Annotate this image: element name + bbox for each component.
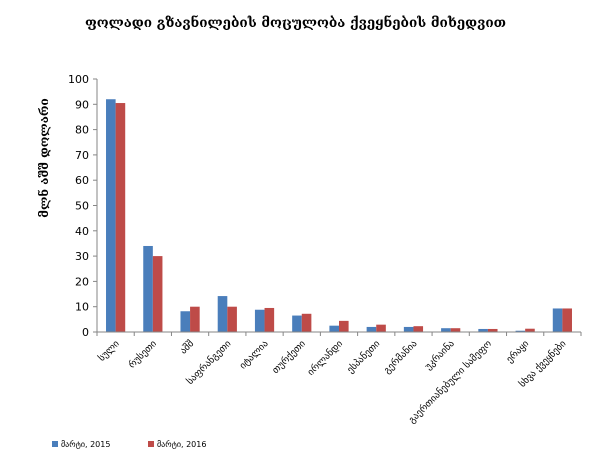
x-category-label: აშშ — [178, 338, 196, 356]
bar — [217, 296, 228, 332]
bar — [376, 324, 386, 332]
y-tick-label: 20 — [75, 275, 89, 288]
x-category-label: თურქეთი — [270, 338, 308, 376]
y-tick-label: 40 — [75, 225, 89, 238]
chart-title: ფოლადი გზავნილების მოცულობა ქვეყნების მი… — [85, 14, 506, 31]
bar — [525, 328, 535, 332]
bar — [450, 328, 461, 332]
y-axis-label: მლნ აშშ დოლარი — [36, 98, 51, 217]
bar — [292, 315, 302, 332]
y-tick-label: 0 — [82, 326, 89, 339]
bar — [515, 330, 526, 332]
legend-label: მარტი, 2016 — [157, 439, 206, 449]
x-axis-tick-marks — [96, 332, 582, 336]
legend-swatch — [148, 441, 154, 447]
x-category-label: გერმანია — [382, 338, 420, 376]
y-tick-label: 90 — [75, 98, 89, 111]
bar — [190, 306, 200, 332]
x-category-label: რუსეთი — [127, 338, 159, 370]
bar — [441, 328, 451, 332]
legend: მარტი, 2015 მარტი, 2016 — [52, 439, 206, 449]
bar — [487, 328, 498, 332]
bar — [143, 245, 153, 332]
bar — [552, 308, 563, 332]
x-category-label: ესპანეთი — [345, 338, 382, 375]
y-tick-label: 80 — [75, 124, 89, 137]
bar — [106, 99, 116, 333]
bar — [478, 328, 488, 332]
legend-swatch — [52, 441, 58, 447]
bar — [264, 307, 275, 332]
bar — [329, 325, 339, 332]
legend-label: მარტი, 2015 — [61, 439, 110, 449]
x-category-label: უკრაინა — [423, 338, 457, 372]
x-category-label: იტალია — [238, 338, 271, 371]
bar — [180, 311, 191, 332]
bar — [301, 313, 312, 332]
bars — [106, 99, 572, 333]
bar — [115, 103, 126, 332]
x-category-label: სული — [96, 338, 121, 363]
y-tick-label: 30 — [75, 250, 89, 263]
y-tick-label: 60 — [75, 174, 89, 187]
x-category-label: ირლანდი — [305, 338, 345, 378]
y-tick-label: 70 — [75, 149, 89, 162]
bar — [152, 256, 163, 332]
y-tick-label: 10 — [75, 301, 89, 314]
bar — [339, 320, 349, 332]
bar — [413, 326, 424, 332]
bar — [254, 309, 265, 332]
y-axis-ticks: 0 10 20 30 40 50 60 70 80 90 100 — [68, 73, 97, 339]
bar — [562, 308, 572, 332]
bar — [403, 326, 414, 332]
y-tick-label: 100 — [68, 73, 89, 86]
bar — [227, 306, 237, 332]
bar — [366, 326, 377, 332]
x-category-label: ერაყი — [504, 338, 531, 365]
y-tick-label: 50 — [75, 200, 89, 213]
